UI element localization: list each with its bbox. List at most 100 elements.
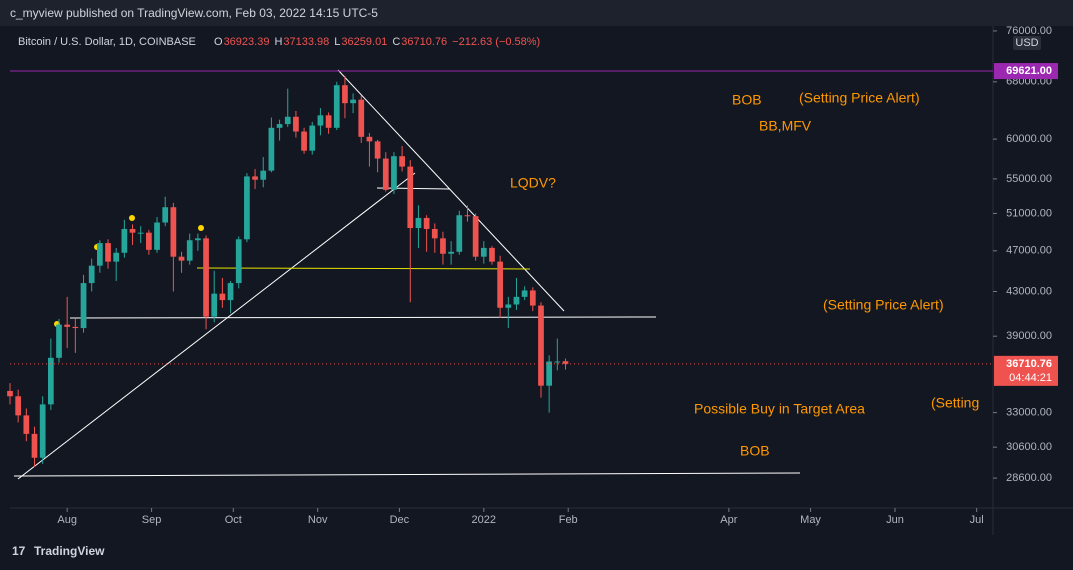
- signal-dot: [129, 215, 135, 221]
- change: −212.63 (−0.58%): [452, 36, 540, 48]
- currency: USD: [1015, 37, 1038, 49]
- candle-body: [513, 296, 520, 305]
- annotation: BB,MFV: [759, 118, 812, 134]
- level-line: [69, 316, 657, 319]
- ohlc-value: 37133.98: [283, 36, 329, 48]
- candle-body: [260, 170, 267, 180]
- candle-body: [431, 228, 438, 239]
- annotation: (Setting Price Alert): [823, 297, 944, 313]
- candle-body: [64, 324, 71, 327]
- level-line: [196, 267, 531, 270]
- annotation: Possible Buy in Target Area: [694, 401, 865, 417]
- candle-body: [317, 115, 324, 126]
- ohlc-value: 36259.01: [341, 36, 387, 48]
- candle-body: [88, 265, 95, 284]
- level-line: [376, 187, 451, 190]
- candle-body: [31, 433, 38, 458]
- ohlc-key: C: [392, 36, 400, 48]
- candle-body: [96, 243, 103, 266]
- y-tick-label: 33000.00: [1006, 407, 1052, 419]
- x-tick-label: Nov: [308, 514, 328, 526]
- candle-body: [448, 251, 454, 254]
- candle-body: [521, 290, 528, 297]
- y-tick-label: 43000.00: [1006, 285, 1052, 297]
- candle-body: [244, 176, 250, 240]
- candle-body: [121, 228, 128, 253]
- candle-body: [301, 131, 307, 151]
- candle-body: [268, 127, 275, 171]
- y-tick-label: 30600.00: [1006, 441, 1052, 453]
- candle-body: [195, 238, 201, 241]
- candle-body: [211, 293, 218, 317]
- candle-body: [415, 217, 422, 229]
- ohlc-value: 36923.39: [224, 36, 270, 48]
- x-tick-label: Apr: [720, 514, 737, 526]
- candle-body: [80, 283, 87, 329]
- signal-dot: [198, 225, 204, 231]
- alert-label-box: [994, 63, 1058, 80]
- candle-body: [562, 361, 569, 364]
- candle-body: [497, 261, 503, 308]
- candle-body: [137, 232, 144, 234]
- footer-bar: [0, 535, 1073, 570]
- candle-body: [293, 116, 299, 132]
- y-tick-label: 60000.00: [1006, 133, 1052, 145]
- ohlc-key: L: [334, 36, 340, 48]
- footer-logo: TradingView: [34, 544, 105, 558]
- annotation: (Setting: [931, 395, 979, 411]
- candle-body: [235, 239, 242, 284]
- annotation: BOB: [732, 92, 762, 108]
- alert-label: 69621.00: [1006, 65, 1052, 77]
- candle-body: [178, 256, 185, 261]
- candle-body: [350, 99, 356, 104]
- candle-body: [440, 238, 446, 254]
- candle-body: [154, 222, 160, 250]
- candle-body: [146, 232, 152, 250]
- candle-body: [546, 361, 553, 386]
- header-bar: [0, 0, 1073, 26]
- y-tick-label: 76000.00: [1006, 25, 1052, 37]
- candle-body: [554, 361, 561, 363]
- candle-body: [464, 215, 471, 217]
- candle-body: [358, 99, 365, 137]
- y-tick-label: 47000.00: [1006, 245, 1052, 257]
- ohlc-key: H: [274, 36, 282, 48]
- candle-body: [47, 357, 54, 405]
- candle-body: [480, 247, 487, 257]
- candle-body: [219, 293, 226, 301]
- last-price-label: 36710.76: [1006, 358, 1052, 370]
- y-tick-label: 39000.00: [1006, 330, 1052, 342]
- level-line: [13, 472, 801, 477]
- candle-body: [366, 136, 373, 142]
- candle-body: [423, 217, 430, 229]
- candle-body: [113, 252, 120, 262]
- candle-body: [170, 207, 177, 257]
- candle-body: [399, 156, 405, 167]
- candle-body: [186, 240, 193, 261]
- candle-body: [252, 176, 258, 180]
- candle-body: [23, 415, 30, 434]
- candle-body: [105, 243, 111, 262]
- candle-body: [382, 158, 389, 190]
- y-tick-label: 55000.00: [1006, 173, 1052, 185]
- x-tick-label: 2022: [472, 514, 496, 526]
- candle-body: [39, 404, 46, 458]
- x-tick-label: Dec: [390, 514, 410, 526]
- candle-body: [456, 215, 463, 252]
- candle-body: [407, 166, 414, 229]
- candle-body: [538, 305, 544, 386]
- candle-body: [309, 125, 316, 151]
- x-tick-label: Jun: [886, 514, 904, 526]
- candle-body: [203, 238, 209, 317]
- candle-body: [227, 283, 234, 301]
- candle-body: [472, 216, 479, 257]
- candle-body: [391, 156, 397, 190]
- candle-body: [162, 207, 169, 223]
- ohlc-key: O: [214, 36, 223, 48]
- candle-body: [284, 116, 291, 125]
- candle-body: [505, 304, 512, 308]
- candle-body: [489, 247, 495, 262]
- candle-body: [276, 124, 283, 128]
- x-tick-label: Oct: [225, 514, 242, 526]
